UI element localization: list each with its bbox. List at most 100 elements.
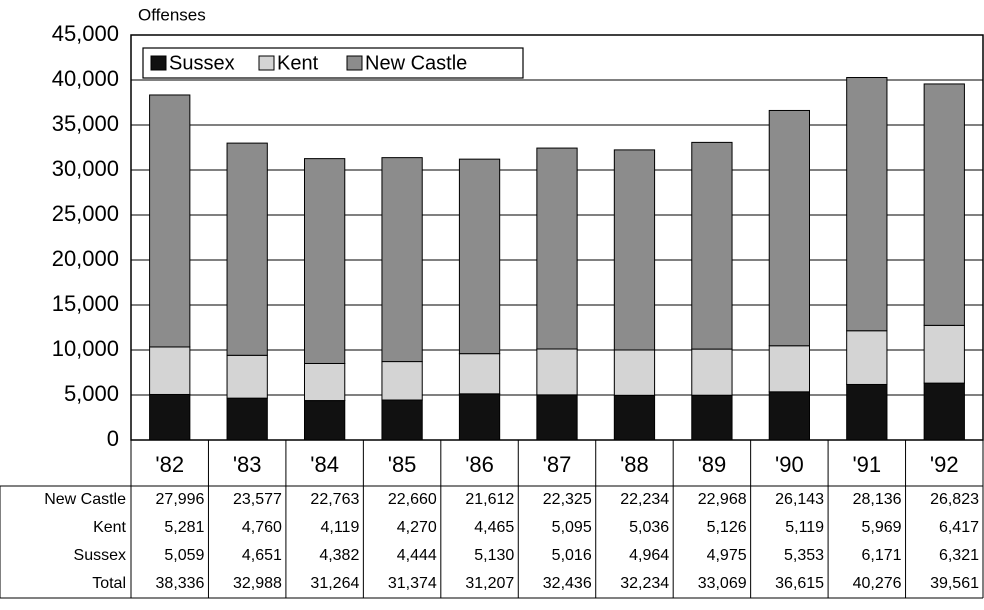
- table-cell: 5,016: [552, 547, 592, 564]
- x-tick-label: '87: [543, 452, 572, 477]
- bar-segment: [768, 391, 811, 441]
- bar-segment: [149, 393, 191, 441]
- table-cell: 23,577: [233, 491, 282, 508]
- table-cell: 22,763: [310, 491, 359, 508]
- bar-segment: [226, 397, 268, 441]
- table-cell: 27,996: [156, 491, 205, 508]
- table-cell: 6,321: [939, 547, 979, 564]
- legend-swatch: [258, 55, 275, 71]
- table-cell: 32,988: [233, 575, 282, 592]
- table-cell: 21,612: [465, 491, 514, 508]
- y-tick-label: 45,000: [52, 21, 119, 46]
- table-cell: 5,119: [785, 519, 824, 536]
- table-cell: 4,975: [707, 547, 747, 564]
- bar-segment: [613, 149, 656, 351]
- legend-label: New Castle: [365, 52, 467, 74]
- table-cell: 4,270: [397, 519, 437, 536]
- table-cell: 5,281: [164, 519, 204, 536]
- table-cell: 26,143: [775, 491, 824, 508]
- bar-segment: [458, 158, 501, 355]
- bar-segment: [226, 142, 268, 356]
- bar-segment: [923, 83, 965, 326]
- bar-segment: [613, 349, 656, 396]
- table-cell: 31,207: [465, 575, 514, 592]
- bar-segment: [381, 157, 423, 363]
- table-cell: 5,059: [164, 547, 204, 564]
- legend-label: Kent: [277, 52, 319, 74]
- table-cell: 32,234: [620, 575, 669, 592]
- bar-segment: [149, 346, 191, 395]
- bar-segment: [536, 348, 578, 396]
- x-tick-label: '86: [465, 452, 494, 477]
- bar-segment: [846, 383, 888, 441]
- bar-segment: [691, 348, 733, 396]
- table-cell: 5,126: [707, 519, 747, 536]
- table-cell: 22,325: [543, 491, 592, 508]
- table-cell: 4,964: [629, 547, 669, 564]
- bar-segment: [768, 345, 811, 393]
- y-tick-label: 15,000: [52, 291, 119, 316]
- table-cell: 4,651: [242, 547, 282, 564]
- x-tick-label: '85: [388, 452, 417, 477]
- table-cell: 4,444: [397, 547, 437, 564]
- bar-segment: [923, 382, 965, 441]
- table-cell: 6,171: [861, 547, 901, 564]
- y-tick-label: 5,000: [64, 381, 119, 406]
- x-tick-label: '83: [233, 452, 262, 477]
- table-cell: 31,264: [310, 575, 359, 592]
- y-tick-label: 40,000: [52, 66, 119, 91]
- table-cell: 4,760: [242, 519, 282, 536]
- table-cell: 36,615: [775, 575, 824, 592]
- table-cell: 5,969: [861, 519, 901, 536]
- table-cell: 38,336: [156, 575, 205, 592]
- table-cell: 32,436: [543, 575, 592, 592]
- x-tick-label: '90: [775, 452, 804, 477]
- y-tick-label: 30,000: [52, 156, 119, 181]
- bar-segment: [536, 147, 578, 350]
- table-cell: 4,119: [321, 519, 360, 536]
- table-cell: 22,660: [388, 491, 437, 508]
- x-tick-label: '84: [310, 452, 339, 477]
- table-cell: 4,465: [474, 519, 514, 536]
- y-tick-label: 0: [107, 426, 119, 451]
- table-cell: 4,382: [319, 547, 359, 564]
- bar-segment: [691, 141, 733, 350]
- bar-segment: [458, 393, 501, 441]
- legend-box: [142, 47, 524, 79]
- bar-segment: [846, 330, 888, 385]
- x-tick-label: '88: [620, 452, 649, 477]
- legend-label: Sussex: [169, 52, 235, 74]
- x-tick-label: '91: [852, 452, 881, 477]
- table-cell: 5,353: [784, 547, 824, 564]
- table-cell: 26,823: [930, 491, 979, 508]
- table-cell: 5,095: [552, 519, 592, 536]
- legend-swatch: [346, 55, 363, 71]
- x-tick-label: '89: [698, 452, 727, 477]
- y-tick-label: 35,000: [52, 111, 119, 136]
- bar-segment: [303, 400, 346, 441]
- table-row-label: Sussex: [74, 547, 126, 564]
- bar-segment: [381, 399, 423, 441]
- table-cell: 5,036: [629, 519, 669, 536]
- table-cell: 6,417: [939, 519, 979, 536]
- bar-segment: [536, 394, 578, 441]
- bar-segment: [613, 394, 656, 441]
- bar-segment: [303, 362, 346, 402]
- table-row-label: New Castle: [44, 491, 126, 508]
- bar-segment: [303, 158, 346, 364]
- bar-segment: [691, 394, 733, 441]
- bar-segment: [149, 94, 191, 348]
- table-cell: 31,374: [388, 575, 437, 592]
- bar-segment: [768, 109, 811, 347]
- x-tick-label: '82: [155, 452, 184, 477]
- bar-segment: [226, 354, 268, 399]
- table-cell: 33,069: [698, 575, 747, 592]
- bar-segment: [846, 77, 888, 332]
- bar-segment: [381, 361, 423, 401]
- y-tick-label: 20,000: [52, 246, 119, 271]
- table-cell: 22,234: [620, 491, 669, 508]
- table-cell: 40,276: [853, 575, 902, 592]
- bar-segment: [458, 353, 501, 395]
- legend-swatch: [150, 55, 167, 71]
